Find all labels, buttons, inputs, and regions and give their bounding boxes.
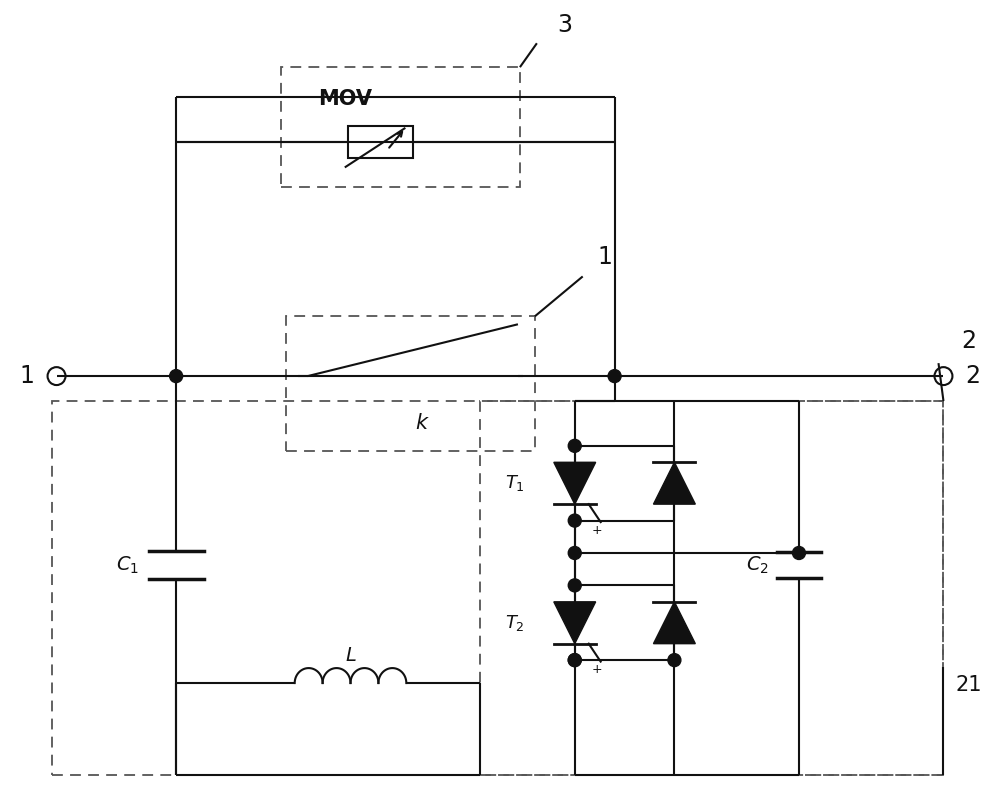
Polygon shape bbox=[653, 602, 695, 644]
Text: $C_1$: $C_1$ bbox=[116, 555, 139, 576]
Text: 3: 3 bbox=[557, 14, 572, 37]
Text: $L$: $L$ bbox=[345, 646, 356, 665]
Bar bbox=[52, 401, 943, 775]
Text: $C_2$: $C_2$ bbox=[746, 555, 769, 576]
Circle shape bbox=[568, 654, 581, 667]
Text: MOV: MOV bbox=[319, 89, 373, 109]
Bar bbox=[348, 126, 413, 158]
Polygon shape bbox=[554, 602, 596, 644]
Circle shape bbox=[568, 514, 581, 527]
Circle shape bbox=[568, 654, 581, 667]
Bar bbox=[480, 401, 943, 775]
Text: 2: 2 bbox=[961, 329, 976, 353]
Circle shape bbox=[568, 439, 581, 452]
Polygon shape bbox=[554, 463, 596, 504]
Text: $T_2$: $T_2$ bbox=[505, 613, 525, 633]
Text: +: + bbox=[591, 663, 602, 676]
Circle shape bbox=[170, 370, 183, 383]
Bar bbox=[286, 316, 535, 451]
Circle shape bbox=[608, 370, 621, 383]
Text: 1: 1 bbox=[597, 244, 612, 268]
Text: 1: 1 bbox=[20, 364, 35, 388]
Circle shape bbox=[568, 579, 581, 592]
Text: 21: 21 bbox=[955, 675, 982, 695]
Text: 2: 2 bbox=[965, 364, 980, 388]
Circle shape bbox=[792, 546, 805, 559]
Polygon shape bbox=[653, 463, 695, 504]
Circle shape bbox=[568, 546, 581, 559]
Text: +: + bbox=[591, 524, 602, 537]
Text: $k$: $k$ bbox=[415, 413, 430, 433]
Bar bbox=[281, 67, 520, 187]
Text: $T_1$: $T_1$ bbox=[505, 473, 525, 493]
Circle shape bbox=[668, 654, 681, 667]
